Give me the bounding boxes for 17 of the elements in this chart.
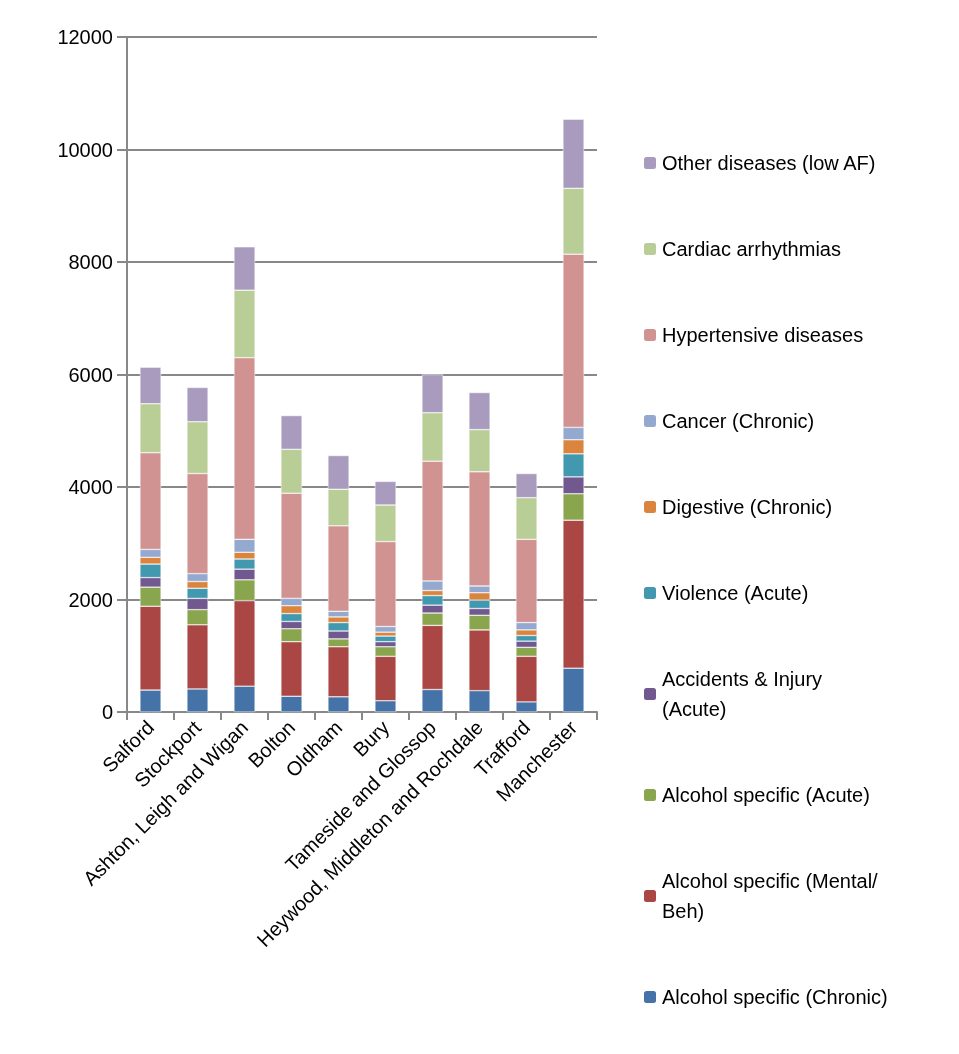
legend-label: Alcohol specific (Acute)	[662, 784, 870, 806]
y-tick-label: 6000	[68, 363, 113, 386]
legend-label: Cancer (Chronic)	[662, 410, 815, 432]
y-tick-label: 0	[101, 701, 113, 723]
legend-label: Accidents & Injury (Acute)	[662, 668, 828, 720]
legend-label: Cardiac arrhythmias	[662, 238, 841, 260]
y-tick-label: 4000	[68, 476, 113, 498]
y-tick-label: 8000	[68, 251, 113, 273]
y-tick-label: 12000	[57, 26, 113, 48]
legend-label: Hypertensive diseases	[662, 324, 864, 346]
legend-label: Alcohol specific (Chronic)	[662, 986, 888, 1008]
legend-label: Other diseases (low AF)	[662, 152, 876, 174]
y-tick-label: 2000	[68, 588, 113, 611]
legend-label: Violence (Acute)	[662, 582, 809, 604]
y-tick-label: 10000	[57, 138, 113, 161]
legend-label: Alcohol specific (Mental/Beh)	[662, 870, 879, 922]
legend-label: Digestive (Chronic)	[662, 496, 833, 518]
